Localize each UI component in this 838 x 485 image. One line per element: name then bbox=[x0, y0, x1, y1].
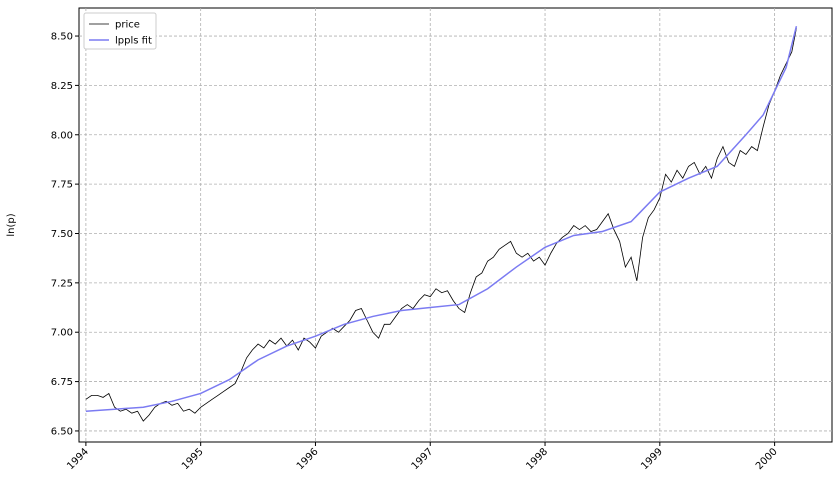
x-tick-label: 1997 bbox=[410, 446, 436, 472]
y-tick-label: 7.50 bbox=[51, 229, 73, 240]
y-tick-label: 7.00 bbox=[51, 328, 73, 339]
x-tick-label: 2000 bbox=[754, 446, 780, 472]
y-tick-label: 7.25 bbox=[51, 278, 73, 289]
x-tick-label: 1996 bbox=[295, 446, 321, 472]
y-tick-label: 6.75 bbox=[51, 377, 73, 388]
x-tick-label: 1999 bbox=[639, 446, 665, 472]
x-tick-label: 1994 bbox=[65, 446, 91, 472]
plot-frame bbox=[78, 7, 833, 443]
y-tick-label: 8.25 bbox=[51, 81, 73, 92]
y-tick-label: 8.00 bbox=[51, 130, 73, 141]
y-axis-label: ln(p) bbox=[6, 213, 17, 236]
x-tick-label: 1998 bbox=[524, 446, 550, 472]
legend-label: price bbox=[115, 20, 140, 31]
y-tick-label: 6.50 bbox=[51, 426, 73, 437]
series-line bbox=[85, 28, 797, 422]
legend-label: lppls fit bbox=[115, 36, 152, 47]
x-tick-label: 1995 bbox=[180, 446, 206, 472]
y-tick-label: 8.50 bbox=[51, 32, 73, 43]
y-tick-label: 7.75 bbox=[51, 180, 73, 191]
series-line bbox=[85, 25, 798, 412]
